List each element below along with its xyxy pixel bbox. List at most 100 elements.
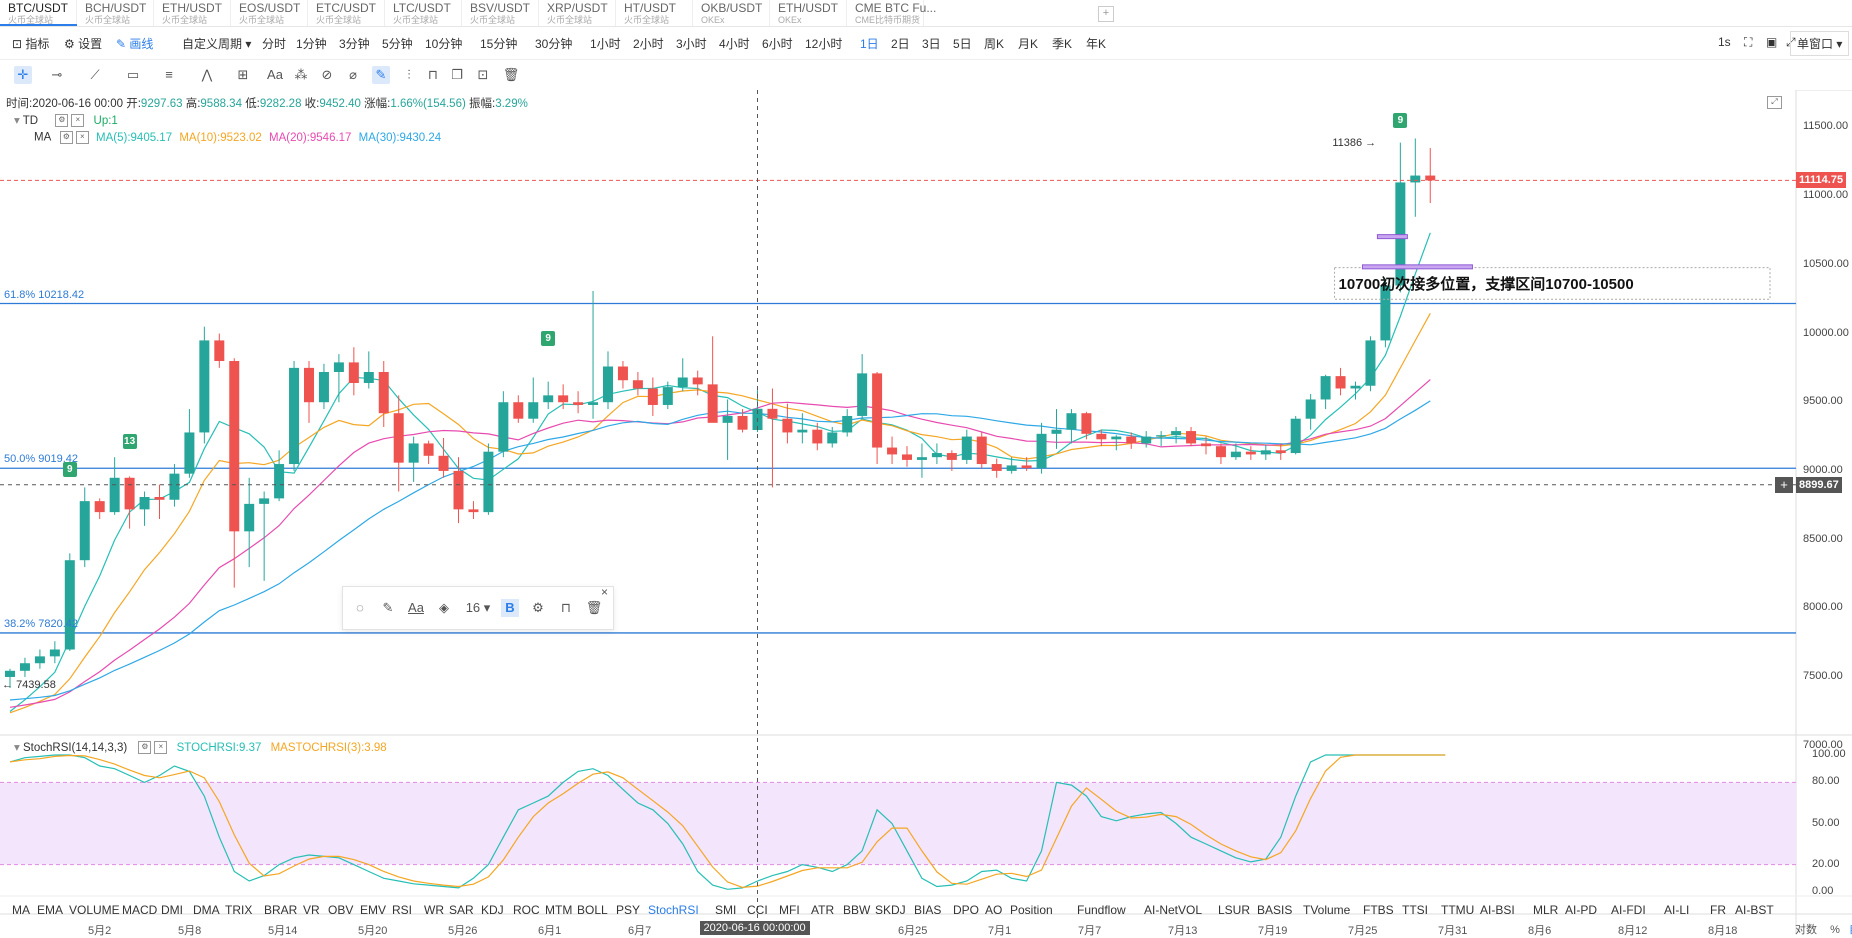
indicator-button[interactable]: ⊡ 指标 [12,37,50,51]
trash-icon[interactable]: 🗑 [585,600,603,615]
support-marker[interactable] [1376,234,1408,240]
fill-icon[interactable]: ◈ [439,600,449,615]
lock-icon[interactable]: ⊓ [427,67,439,82]
wave-icon[interactable]: ⋀ [201,67,213,82]
add-symbol-button[interactable]: + [1098,6,1114,22]
symbol-tab[interactable]: LTC/USDT 火币全球站 [385,0,462,26]
indicator-tab-2[interactable]: VOLUME [69,903,120,917]
indicator-tab-0[interactable]: MA [12,903,30,917]
annotation-box[interactable] [1334,267,1771,300]
indicator-tab-12[interactable]: WR [424,903,444,917]
indicator-tab-34[interactable]: TVolume [1303,903,1351,917]
indicator-tab-23[interactable]: ATR [811,903,835,917]
indicator-tab-17[interactable]: BOLL [577,903,608,917]
screenshot-icon[interactable]: ▣ [1766,35,1778,49]
settings-button[interactable]: ⚙ 设置 [64,37,103,51]
font-size-dropdown[interactable]: 16 ▾ [465,600,491,615]
tpl-icon[interactable]: ◌ [356,600,364,615]
period-13[interactable]: 1日 [860,37,879,51]
indicator-tab-16[interactable]: MTM [545,903,573,917]
chart-canvas[interactable] [0,90,1852,934]
symbol-tab[interactable]: BSV/USDT 火币全球站 [462,0,539,26]
period-8[interactable]: 2小时 [633,37,664,51]
indicator-tab-10[interactable]: EMV [360,903,387,917]
fullscreen-icon[interactable]: ⛶ [1744,35,1753,49]
indicator-tab-39[interactable]: MLR [1533,903,1559,917]
indicator-tab-6[interactable]: TRIX [225,903,253,917]
horizontal-line-icon[interactable]: ⊸ [51,67,63,82]
symbol-tab[interactable]: XRP/USDT 火币全球站 [539,0,616,26]
period-5[interactable]: 15分钟 [480,37,518,51]
indicator-tab-36[interactable]: TTSI [1402,903,1428,917]
period-16[interactable]: 5日 [953,37,972,51]
annotation-text[interactable]: 10700初次接多位置，支撑区间10700-10500 [1338,275,1634,293]
indicator-tab-29[interactable]: Position [1010,903,1053,917]
period-15[interactable]: 3日 [922,37,941,51]
rectangle-icon[interactable]: ▭ [126,67,140,82]
period-18[interactable]: 月K [1018,37,1039,51]
close-icon[interactable]: × [154,741,168,755]
indicator-tab-38[interactable]: AI-BSI [1480,903,1515,917]
period-3[interactable]: 5分钟 [382,37,413,51]
indicator-tab-25[interactable]: SKDJ [875,903,906,917]
text-color-icon[interactable]: Aa [408,600,424,615]
keep-drawing-icon[interactable]: ✎ [372,66,390,84]
indicator-tab-15[interactable]: ROC [513,903,540,917]
close-toolbar-icon[interactable]: × [601,585,609,599]
period-4[interactable]: 10分钟 [425,37,463,51]
support-marker[interactable] [1361,264,1473,270]
gear-icon[interactable]: ⚙ [138,741,152,755]
close-icon[interactable]: × [71,114,85,128]
period-12[interactable]: 12小时 [805,37,843,51]
crosshair-icon[interactable]: ✛ [14,66,32,84]
period-2[interactable]: 3分钟 [339,37,370,51]
fibonacci-lines[interactable] [0,302,1796,634]
indicator-tab-8[interactable]: VR [303,903,320,917]
add-alert-button[interactable]: + [1775,476,1793,493]
indicator-tab-32[interactable]: LSUR [1218,903,1251,917]
symbol-tab[interactable]: ETH/USDT OKEx [770,0,847,26]
symbol-tab[interactable]: CME BTC Fu... CME比特币期货 [847,0,936,26]
symbol-tab[interactable]: EOS/USDT 火币全球站 [231,0,308,26]
indicator-tab-37[interactable]: TTMU [1441,903,1475,917]
symbol-tab[interactable]: OKB/USDT OKEx [693,0,770,26]
collapse-caret-icon[interactable]: ▾ [14,115,20,127]
period-14[interactable]: 2日 [891,37,910,51]
log-scale-toggle[interactable]: 对数 [1795,924,1817,936]
period-20[interactable]: 年K [1086,37,1107,51]
period-0[interactable]: 分时 [262,37,287,51]
indicator-tab-4[interactable]: DMI [161,903,183,917]
indicator-tab-43[interactable]: FR [1710,903,1726,917]
indicator-tab-1[interactable]: EMA [37,903,64,917]
period-7[interactable]: 1小时 [590,37,621,51]
period-10[interactable]: 4小时 [719,37,750,51]
indicator-tab-41[interactable]: AI-FDI [1611,903,1646,917]
custom-period-dropdown[interactable]: 自定义周期 ▾ [182,37,252,51]
period-19[interactable]: 季K [1052,37,1073,51]
gear-icon[interactable]: ⚙ [59,131,73,144]
indicator-tab-13[interactable]: SAR [449,903,474,917]
indicator-tab-3[interactable]: MACD [122,903,158,917]
text-icon[interactable]: Aa [267,67,283,82]
window-mode-dropdown[interactable]: 单窗口 ▾ [1790,31,1850,56]
indicator-tab-7[interactable]: BRAR [264,903,298,917]
indicator-tab-22[interactable]: MFI [779,903,800,917]
maximize-pane-icon[interactable]: ⤢ [1767,96,1782,109]
trend-line-icon[interactable]: ⟋ [90,67,100,82]
indicator-tab-44[interactable]: AI-BST [1735,903,1774,917]
grid-icon[interactable]: ⊞ [237,67,249,82]
copy-icon[interactable]: ❐ [451,67,463,82]
symbol-tab[interactable]: ETC/USDT 火币全球站 [308,0,385,26]
close-icon[interactable]: × [75,131,89,144]
indicator-tab-19[interactable]: StochRSI [648,903,699,917]
period-17[interactable]: 周K [984,37,1005,51]
symbol-tab[interactable]: HT/USDT 火币全球站 [616,0,693,26]
period-11[interactable]: 6小时 [762,37,793,51]
indicator-tab-21[interactable]: CCI [747,903,768,917]
symbol-tab[interactable]: BCH/USDT 火币全球站 [77,0,154,26]
brush-icon[interactable]: ⁂ [294,67,308,82]
symbol-tab[interactable]: BTC/USDT 火币全球站 [0,0,77,26]
indicator-tab-18[interactable]: PSY [616,903,641,917]
indicator-tab-31[interactable]: AI-NetVOL [1144,903,1203,917]
indicator-tab-11[interactable]: RSI [392,903,413,917]
